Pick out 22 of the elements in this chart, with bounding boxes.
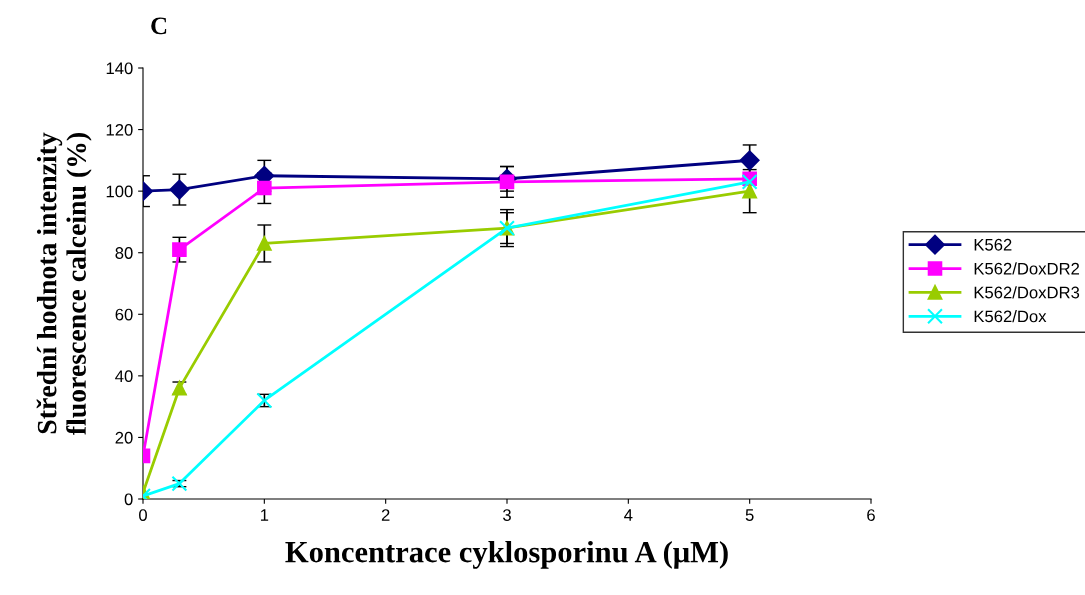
y-axis-title: Střední hodnota intenzity fluorescence calceinu (%)	[36, 132, 92, 436]
x-tick-label: 3	[503, 509, 511, 521]
y-tick-label: 80	[115, 247, 133, 259]
x-axis-title: Koncentrace cyklosporinu A (μM)	[285, 540, 728, 569]
x-tick-label: 4	[624, 509, 633, 521]
y-tick-label: 140	[106, 62, 133, 75]
x-tick-label: 1	[260, 509, 269, 521]
x-tick-label: 6	[867, 509, 875, 521]
legend-label: K562/DoxDR2	[974, 262, 1080, 275]
x-tick-label: 0	[139, 509, 147, 521]
legend-label: K562	[974, 238, 1012, 251]
y-tick-label: 100	[106, 185, 133, 198]
x-tick-label: 2	[381, 509, 390, 521]
y-tick-label: 0	[124, 493, 133, 506]
y-tick-label: 40	[115, 370, 133, 383]
legend-label: K562/Dox	[974, 310, 1047, 323]
chart-title: C	[151, 17, 167, 35]
y-tick-label: 20	[115, 431, 133, 444]
x-tick-label: 5	[745, 509, 754, 521]
legend-label: K562/DoxDR3	[974, 286, 1080, 299]
y-tick-label: 120	[106, 123, 133, 136]
y-tick-label: 60	[115, 308, 133, 321]
